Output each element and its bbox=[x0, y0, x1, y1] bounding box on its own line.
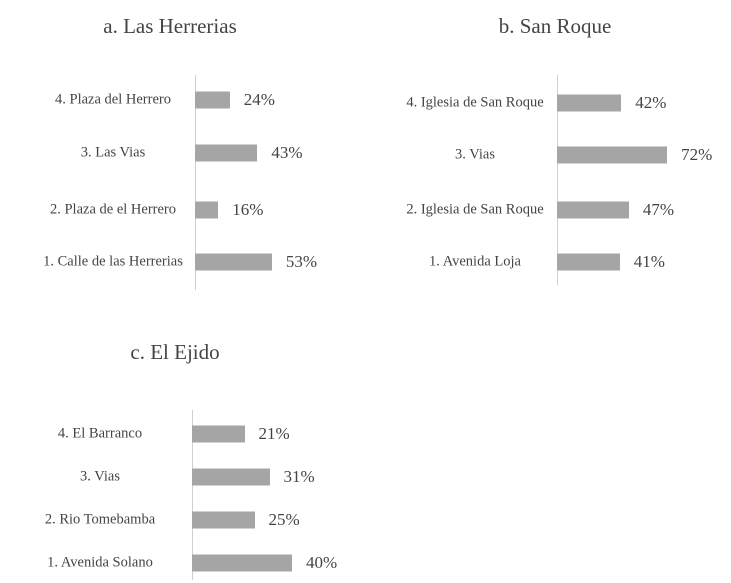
bar bbox=[192, 468, 270, 486]
value-label: 41% bbox=[633, 252, 665, 271]
axis-line bbox=[192, 410, 193, 580]
bar bbox=[192, 511, 255, 529]
category-label: 1. Avenida Solano bbox=[47, 554, 153, 571]
category-label: 4. Iglesia de San Roque bbox=[406, 94, 544, 111]
chart-title: b. San Roque bbox=[498, 14, 612, 38]
bar bbox=[195, 253, 272, 271]
category-label: 2. Plaza de el Herrero bbox=[49, 201, 176, 218]
axis-line bbox=[557, 75, 558, 285]
bar bbox=[557, 201, 629, 219]
bar bbox=[192, 425, 245, 443]
value-label: 16% bbox=[232, 200, 264, 219]
category-label: 1. Avenida Loja bbox=[429, 253, 521, 270]
bar bbox=[195, 144, 258, 162]
value-label: 47% bbox=[642, 200, 675, 219]
bar bbox=[557, 94, 622, 112]
bar bbox=[192, 554, 292, 572]
value-label: 43% bbox=[271, 143, 303, 162]
bar bbox=[195, 91, 230, 109]
value-label: 40% bbox=[306, 553, 338, 572]
category-label: 4. El Barranco bbox=[57, 425, 143, 442]
category-label: 1. Calle de las Herrerias bbox=[43, 253, 183, 270]
bar bbox=[557, 146, 668, 164]
value-label: 21% bbox=[258, 424, 290, 443]
value-label: 24% bbox=[243, 90, 275, 109]
value-label: 31% bbox=[283, 467, 315, 486]
category-label: 2. Iglesia de San Roque bbox=[406, 201, 544, 218]
category-label: 2. Rio Tomebamba bbox=[44, 511, 156, 528]
chart-title: a. Las Herrerias bbox=[103, 14, 237, 38]
category-label: 3. Vias bbox=[455, 146, 495, 163]
chart-title: c. El Ejido bbox=[130, 340, 220, 364]
value-label: 72% bbox=[681, 145, 713, 164]
value-label: 53% bbox=[285, 252, 318, 271]
category-label: 3. Vias bbox=[80, 468, 120, 485]
category-label: 4. Plaza del Herrero bbox=[55, 91, 171, 108]
category-label: 3. Las Vias bbox=[80, 144, 146, 161]
bar bbox=[195, 201, 219, 219]
value-label: 42% bbox=[635, 93, 667, 112]
bar bbox=[557, 253, 620, 271]
value-label: 25% bbox=[268, 510, 300, 529]
axis-line bbox=[195, 75, 196, 290]
